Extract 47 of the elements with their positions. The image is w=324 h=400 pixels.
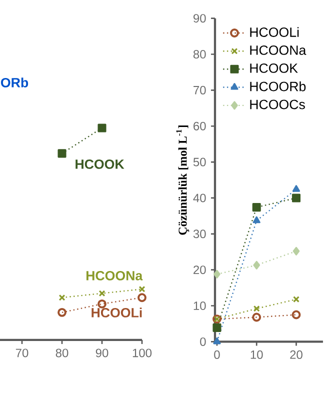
point [252, 216, 260, 224]
point [252, 312, 262, 322]
y-tick-label: 90 [194, 14, 206, 23]
series-label: HCOOLi [92, 308, 142, 318]
point [138, 286, 146, 292]
point [292, 185, 300, 192]
point [58, 294, 66, 301]
y-tick-label: 60 [194, 122, 206, 130]
point [253, 260, 260, 270]
x-tick-label: 20 [290, 350, 302, 359]
point [98, 290, 106, 297]
y-tick-label: 80 [193, 50, 206, 59]
point [292, 194, 300, 202]
y-tick-label: 0 [200, 337, 206, 346]
y-tick-label: 10 [194, 302, 206, 310]
legend-label: HCOOLi [250, 27, 299, 37]
point [58, 308, 66, 317]
x-tick-label: 80 [56, 348, 68, 358]
legend-label: HCOOK [250, 63, 298, 73]
point [252, 203, 261, 212]
text: ORb [0, 78, 28, 88]
point [212, 323, 222, 332]
point [253, 305, 260, 312]
point [213, 337, 221, 344]
y-axis-title: Çözünürlük [mol L$^{-1}$] [176, 126, 190, 235]
series-label: HCOONa [86, 270, 143, 280]
y-tick-label: 30 [193, 230, 206, 238]
legend-label: HCOORb [250, 81, 306, 92]
point [98, 124, 106, 132]
point [58, 149, 66, 158]
point [292, 296, 300, 303]
x-tick-label: 90 [96, 348, 108, 358]
y-tick-label: 40 [193, 194, 206, 202]
point [292, 310, 301, 320]
point [138, 293, 146, 302]
series-label: HCOOK [76, 159, 124, 169]
y-tick-label: 70 [194, 86, 206, 94]
y-tick-label: 50 [193, 158, 206, 166]
point [292, 246, 300, 256]
legend-label: HCOONa [250, 45, 306, 55]
x-tick-label: 10 [250, 350, 263, 359]
y-tick-label: 20 [194, 266, 206, 274]
x-tick-label: 70 [16, 348, 28, 358]
x-tick-label: 100 [132, 348, 152, 358]
x-tick-label: 0 [214, 350, 220, 359]
legend-label: HCOOCs [250, 100, 305, 110]
point [214, 270, 220, 278]
